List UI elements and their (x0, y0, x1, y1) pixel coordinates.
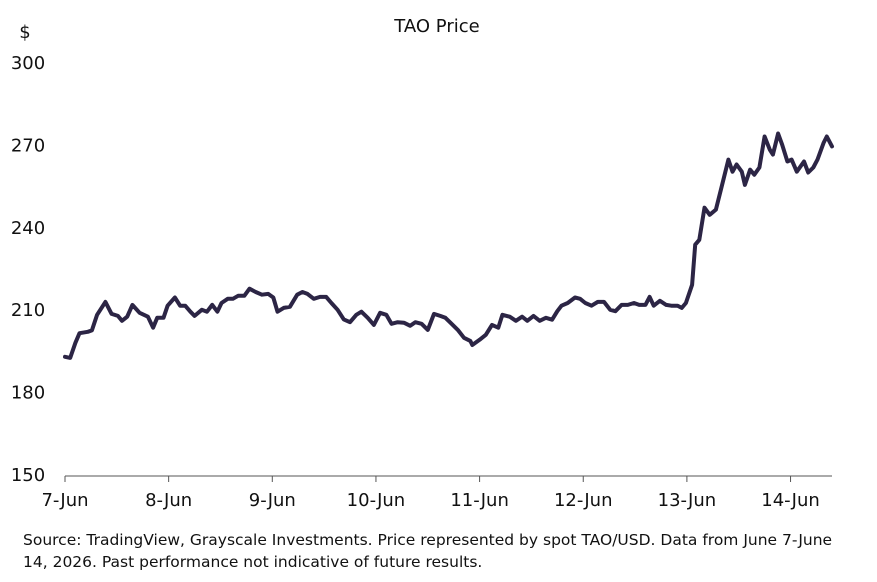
y-tick-label: 240 (11, 218, 45, 239)
y-axis-label: $ (19, 22, 30, 43)
y-tick-label: 180 (11, 383, 45, 404)
chart-title: TAO Price (393, 16, 479, 37)
price-line (63, 131, 834, 360)
x-tick-label: 9-Jun (249, 490, 296, 511)
x-tick-label: 10-Jun (347, 490, 406, 511)
y-tick-label: 210 (11, 300, 45, 321)
x-tick-label: 11-Jun (450, 490, 509, 511)
x-tick-label: 12-Jun (554, 490, 613, 511)
source-note: Source: TradingView, Grayscale Investmen… (23, 531, 833, 571)
chart: TAO Price $ 150 180 210 240 270 300 7-Jun 8-Jun… (11, 16, 834, 511)
x-tick-label: 13-Jun (658, 490, 717, 511)
y-tick-label: 300 (11, 53, 45, 74)
y-tick-label: 150 (11, 465, 45, 486)
x-tick-label: 14-Jun (761, 490, 820, 511)
x-tick-label: 8-Jun (145, 490, 192, 511)
x-tick-label: 7-Jun (41, 490, 88, 511)
y-tick-label: 270 (11, 135, 45, 156)
